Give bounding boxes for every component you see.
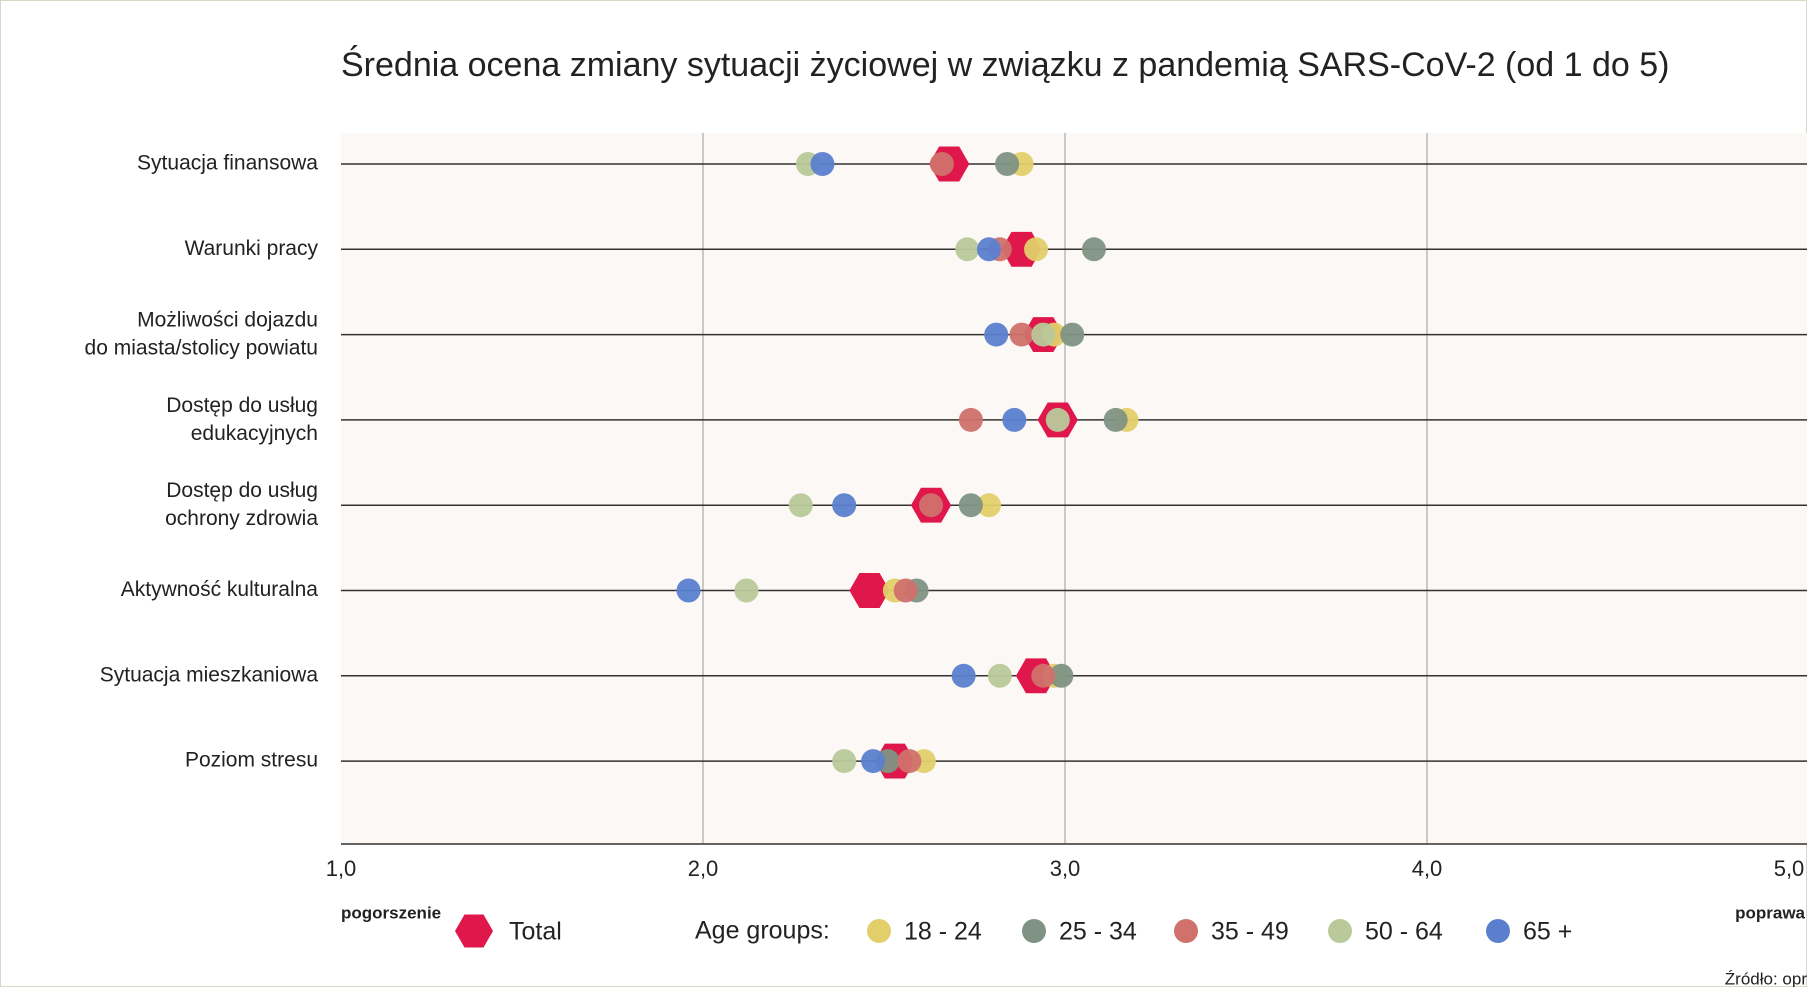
category-label: Dostęp do usług ochrony zdrowia [165, 479, 318, 530]
dot [1060, 322, 1085, 347]
dot [1031, 322, 1056, 347]
legend-label: 65 + [1523, 918, 1572, 946]
dot [1024, 237, 1049, 262]
dot [1031, 663, 1056, 688]
dot [1009, 322, 1034, 347]
legend-marker [867, 919, 891, 943]
source: Źródło: opr [1725, 969, 1807, 987]
dot [1045, 407, 1070, 432]
legend-label: 25 - 34 [1059, 918, 1137, 946]
category-label: Dostęp do usług edukacyjnych [166, 393, 318, 444]
dot [995, 152, 1020, 176]
dot [958, 407, 983, 432]
dot [976, 237, 1001, 262]
legend-marker [1486, 919, 1510, 943]
category-label: Warunki pracy [185, 237, 319, 260]
dot [1049, 663, 1074, 688]
dot [1081, 237, 1106, 262]
dot [955, 237, 980, 262]
dot [1002, 407, 1027, 432]
legend-title: Age groups: [695, 917, 830, 945]
dot [987, 663, 1012, 688]
legend-label: 50 - 64 [1365, 918, 1443, 946]
legend-marker [1328, 919, 1352, 943]
x-tick-label: 2,0 [688, 856, 719, 881]
dot [976, 493, 1001, 518]
legend-marker [455, 914, 493, 948]
chart-title: Średnia ocena zmiany sytuacji życiowej w… [341, 45, 1670, 84]
x-left-label: pogorszenie [341, 903, 441, 922]
dot [893, 578, 918, 603]
x-tick-label: 5,0 [1774, 856, 1805, 881]
dot [984, 322, 1009, 347]
dot [861, 749, 886, 774]
x-tick-label: 4,0 [1412, 856, 1443, 881]
dot [929, 152, 954, 176]
x-tick-label: 3,0 [1050, 856, 1081, 881]
category-label: Sytuacja mieszkaniowa [100, 663, 319, 686]
dot [832, 493, 857, 518]
dot [810, 152, 835, 176]
x-tick-label: 1,0 [326, 856, 357, 881]
legend-label: 18 - 24 [904, 918, 982, 946]
x-right-label: poprawa [1735, 903, 1805, 922]
dot [676, 578, 701, 603]
category-label: Możliwości dojazdu do miasta/stolicy powi… [85, 308, 318, 359]
dot [788, 493, 813, 518]
category-label: Poziom stresu [185, 749, 318, 772]
dot [919, 493, 944, 518]
dot [1103, 407, 1128, 432]
plot-background [341, 133, 1807, 844]
legend-marker [1174, 919, 1198, 943]
category-label: Sytuacja finansowa [137, 152, 318, 175]
dot [832, 749, 857, 774]
dot [897, 749, 922, 774]
dot [951, 663, 976, 688]
legend-label: Total [509, 918, 562, 946]
category-label: Aktywność kulturalna [121, 578, 319, 601]
dot [958, 493, 983, 518]
legend-marker [1022, 919, 1046, 943]
total-marker [849, 573, 890, 608]
dot [734, 578, 759, 603]
legend-label: 35 - 49 [1211, 918, 1289, 946]
